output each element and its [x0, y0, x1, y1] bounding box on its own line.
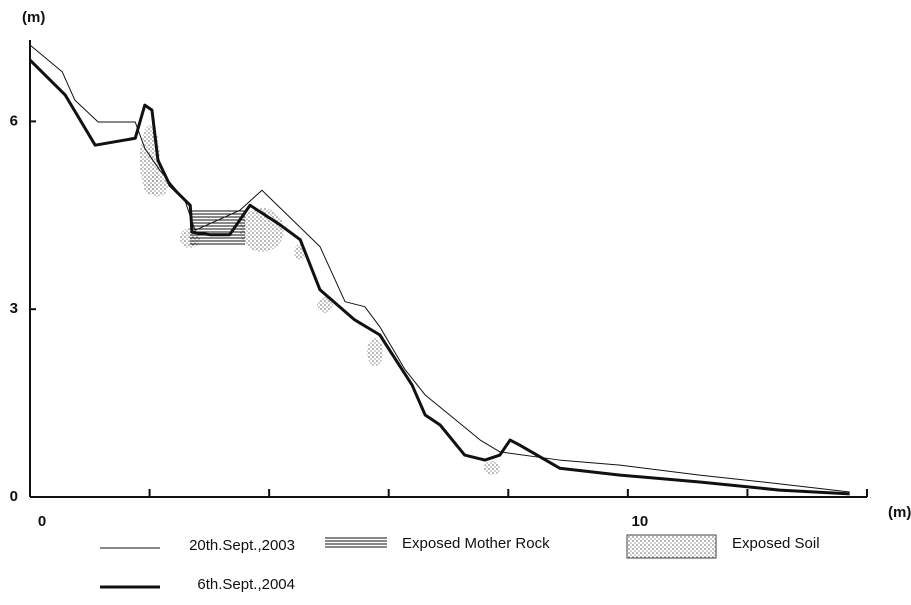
- x-tick-label: 10: [632, 513, 649, 530]
- exposed-areas: [140, 125, 500, 475]
- legend: Exposed Mother Rock Exposed Soil: [325, 534, 820, 559]
- y-tick-label: 3: [10, 300, 18, 317]
- legend-label: Exposed Soil: [732, 535, 820, 552]
- y-unit: (m): [22, 9, 45, 26]
- y-tick-label: 0: [10, 488, 18, 505]
- legend-rock-swatch: [325, 537, 387, 549]
- legend-label: Exposed Mother Rock: [402, 535, 550, 552]
- legend-label: 6th.Sept.,2004: [197, 576, 295, 593]
- profile-line: [28, 58, 850, 496]
- profile-line: [29, 44, 850, 493]
- legend-soil-swatch: [626, 534, 717, 559]
- y-tick-label: 6: [10, 112, 18, 129]
- x-unit: (m): [888, 504, 911, 521]
- legend-label: 20th.Sept.,2003: [189, 537, 295, 554]
- x-tick-label: 0: [38, 513, 46, 530]
